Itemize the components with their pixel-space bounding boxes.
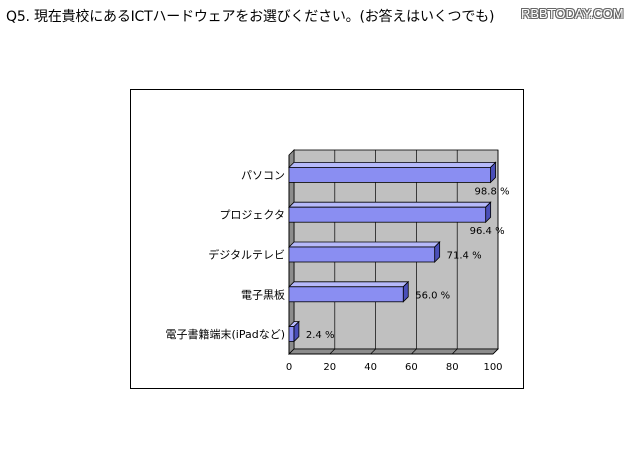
bar: [288, 167, 491, 183]
gridline: [411, 348, 417, 355]
category-label: デジタルテレビ: [208, 248, 285, 262]
bar: [288, 246, 436, 263]
gridline: [451, 348, 458, 355]
x-tick-label: 0: [286, 362, 292, 373]
value-label: 98.8 %: [475, 186, 510, 197]
gridline: [492, 348, 499, 355]
bar-top: [288, 241, 441, 248]
bar-chart: 0 20 40 60 80 100 パソコン 98.8 % プロジェクタ 96.4 % デジタルテレ…: [165, 149, 510, 373]
plot-floor: [288, 348, 499, 355]
x-tick-label: 40: [364, 362, 377, 373]
x-tick-label: 80: [446, 362, 459, 373]
gridline: [329, 348, 336, 355]
category-label: 電子書籍端末(iPadなど): [165, 327, 285, 341]
bar-top: [288, 201, 492, 208]
value-label: 56.0 %: [415, 290, 450, 301]
bar-top: [288, 281, 410, 288]
chart-frame: 0 20 40 60 80 100 パソコン 98.8 % プロジェクタ 96.4 % デジタルテレ…: [130, 89, 524, 389]
bar: [288, 206, 487, 223]
x-tick-label: 60: [405, 362, 418, 373]
x-tick-label: 20: [323, 362, 336, 373]
category-label: プロジェクタ: [219, 209, 285, 222]
value-label: 96.4 %: [470, 226, 505, 237]
category-label: 電子黒板: [241, 287, 285, 301]
bar-top: [288, 162, 497, 168]
question-title: Q5. 現在貴校にあるICTハードウェアをお選びください。(お答えはいくつでも): [6, 9, 495, 25]
value-label: 71.4 %: [447, 251, 482, 262]
value-label: 2.4 %: [306, 330, 335, 341]
bar: [288, 326, 295, 343]
x-tick-label: 100: [483, 362, 502, 373]
bar: [288, 286, 404, 303]
category-label: パソコン: [241, 169, 285, 182]
gridline: [370, 348, 376, 355]
watermark: RBBTODAY.COM: [521, 6, 624, 21]
